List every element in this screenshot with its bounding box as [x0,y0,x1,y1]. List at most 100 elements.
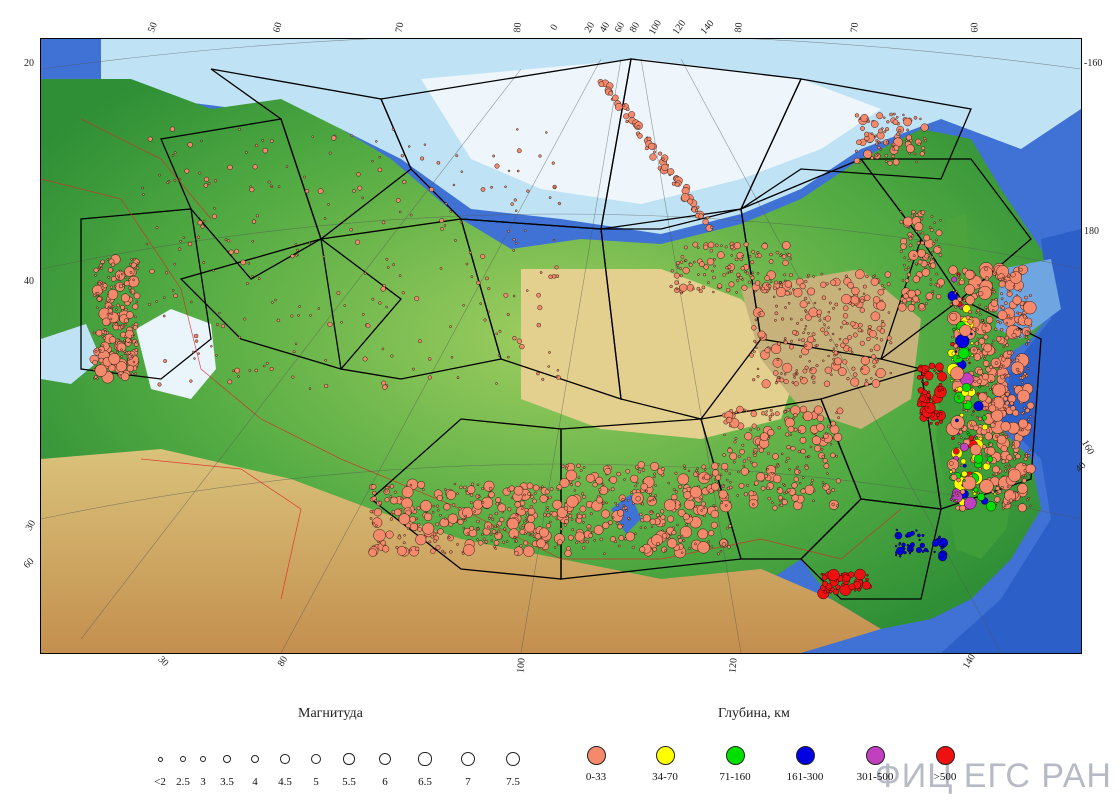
epicenter-marker [94,349,98,353]
epicenter-marker [1027,497,1030,500]
epicenter-marker [101,286,105,290]
epicenter-marker [769,280,773,283]
epicenter-marker [481,496,494,509]
epicenter-marker [1003,279,1007,283]
epicenter-marker [127,354,132,359]
epicenter-marker [898,543,901,546]
epicenter-marker [389,484,394,489]
magnitude-circle-icon [378,752,392,766]
epicenter-marker [566,495,579,508]
epicenter-marker [1019,376,1023,380]
epicenter-marker [362,356,368,362]
epicenter-marker [157,382,162,387]
epicenter-marker [823,331,829,336]
epicenter-marker [120,355,123,358]
epicenter-marker [789,344,795,350]
epicenter-marker [677,535,681,539]
epicenter-marker [193,357,196,360]
magnitude-circle-icon [250,754,260,764]
epicenter-marker [182,236,186,239]
epicenter-marker [749,352,754,358]
epicenter-marker [132,325,138,330]
epicenter-marker [527,507,536,516]
epicenter-marker [661,163,669,171]
epicenter-marker [622,104,626,107]
epicenter-marker [513,486,524,496]
epicenter-marker [702,218,709,226]
epicenter-marker [821,574,828,581]
epicenter-marker [747,280,751,284]
epicenter-marker [115,308,118,311]
epicenter-marker [165,271,169,275]
epicenter-marker [881,127,884,130]
epicenter-marker [854,113,859,118]
epicenter-marker [703,244,709,250]
magnitude-circle-icon [280,754,290,764]
epicenter-marker [760,336,763,340]
epicenter-marker [934,385,947,399]
epicenter-marker [158,173,161,177]
epicenter-marker [169,126,175,132]
epicenter-marker [882,287,886,290]
epicenter-marker [490,185,493,189]
depth-circle-icon [935,746,955,765]
epicenter-marker [435,545,441,550]
epicenter-marker [650,525,654,529]
epicenter-marker [781,499,788,505]
epicenter-marker [494,163,500,169]
epicenter-marker [189,379,193,383]
epicenter-marker [685,523,688,526]
epicenter-marker [1007,350,1012,355]
epicenter-marker [523,493,526,497]
epicenter-marker [476,280,481,285]
magnitude-legend-label: 2.5 [176,775,190,788]
epicenter-marker [896,546,905,556]
epicenter-marker [490,539,494,542]
epicenter-marker [903,293,909,300]
epicenter-marker [610,536,616,543]
epicenter-marker [937,371,947,382]
epicenter-marker [780,317,785,321]
epicenter-marker [791,482,798,489]
epicenter-marker [920,217,924,221]
epicenter-marker [921,146,926,151]
epicenter-marker [108,352,121,365]
epicenter-marker [447,513,458,524]
epicenter-marker [270,185,274,189]
epicenter-marker [122,284,125,287]
epicenter-marker [635,496,641,502]
epicenter-marker [730,244,735,249]
epicenter-marker [707,281,710,284]
epicenter-marker [479,302,482,305]
epicenter-marker [1012,441,1015,445]
epicenter-marker [939,219,942,222]
seismicity-map[interactable] [40,38,1082,654]
epicenter-marker [554,265,559,270]
epicenter-marker [933,550,936,554]
epicenter-marker [516,128,519,131]
siberian-plateau [521,269,801,439]
epicenter-marker [548,196,552,199]
epicenter-marker [841,583,845,587]
epicenter-marker [598,81,605,88]
epicenter-marker [661,157,665,161]
epicenter-marker [830,279,837,286]
epicenter-marker [727,545,731,549]
epicenter-marker [577,513,583,520]
epicenter-marker [750,410,757,417]
epicenter-marker [1018,288,1022,292]
epicenter-marker [735,291,739,294]
epicenter-marker [918,232,922,236]
grid-label-bottom-2: 80 [275,654,291,669]
epicenter-marker [502,540,506,544]
epicenter-marker [732,412,736,415]
epicenter-marker [835,504,839,508]
epicenter-marker [582,521,585,524]
epicenter-marker [981,318,984,322]
epicenter-marker [999,456,1003,459]
epicenter-marker [694,505,697,508]
epicenter-marker [898,128,902,133]
epicenter-marker [884,160,888,163]
epicenter-marker [872,364,876,368]
epicenter-marker [480,187,486,192]
